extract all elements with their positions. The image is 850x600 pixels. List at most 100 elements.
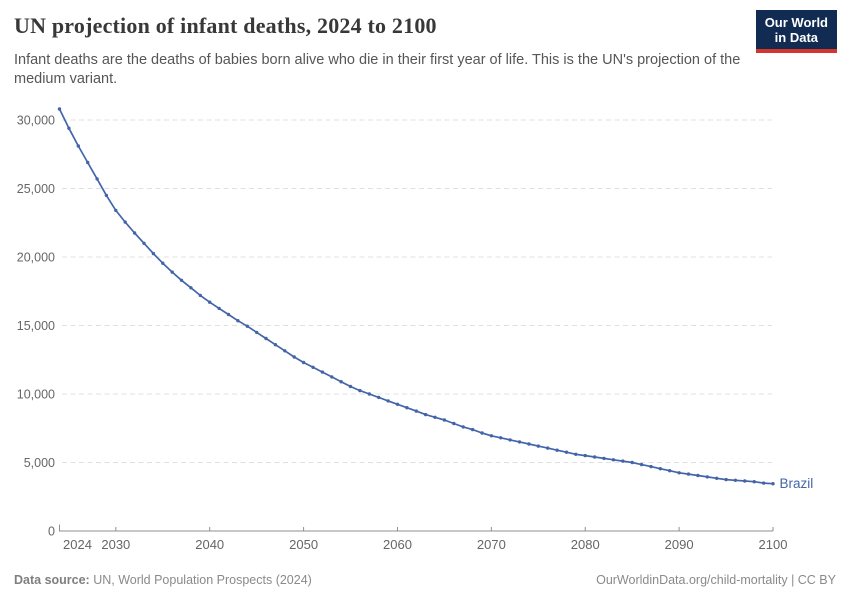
data-point [76,144,81,148]
data-point [677,471,681,475]
data-point [555,448,559,452]
data-line [58,108,774,485]
chart-subtitle: Infant deaths are the deaths of babies b… [14,52,741,87]
data-point [95,177,99,181]
data-point [255,330,259,335]
y-axis-label: 25,000 [17,182,55,196]
series-end-label: Brazil [780,476,814,491]
data-point [621,459,625,463]
data-point [583,453,587,458]
data-point [358,388,362,393]
data-point [208,300,212,304]
data-point [330,375,334,379]
data-point [236,319,240,323]
data-point [489,434,494,438]
data-point [179,278,184,282]
data-point [311,365,315,369]
data-point [508,438,512,442]
data-point [461,425,465,429]
y-axis-label: 5,000 [24,456,55,470]
data-point [377,395,381,400]
data-source: Data source: UN, World Population Prospe… [14,573,312,587]
data-point [705,475,709,479]
data-source-text: UN, World Population Prospects (2024) [89,573,312,587]
x-axis-label: 2030 [101,537,130,552]
x-axis-label: 2060 [383,537,412,552]
data-point [142,241,146,245]
x-axis-label: 2070 [477,537,506,552]
data-point [283,349,287,353]
data-point [132,231,137,235]
data-point [546,446,550,450]
data-point [151,251,156,256]
data-point [301,360,306,365]
data-point [696,473,700,478]
y-axis-label: 15,000 [17,319,55,333]
data-point [273,343,278,347]
data-point [104,193,109,198]
data-point [339,380,343,384]
data-point [611,458,616,462]
x-axis-label: 2024 [63,537,92,552]
owid-logo[interactable]: Our World in Data [755,10,837,53]
x-axis-label: 2050 [289,537,318,552]
data-point [348,384,353,389]
y-axis-label: 10,000 [17,388,55,402]
data-point [123,220,127,224]
data-point [564,450,569,454]
data-point [470,427,475,432]
x-axis-label: 2040 [195,537,224,552]
data-point [433,415,437,419]
data-point [423,412,428,417]
data-point [320,370,325,374]
data-point [658,467,662,471]
data-point [649,464,653,469]
x-axis-label: 2100 [759,537,788,552]
data-point [452,421,456,426]
y-axis-label: 30,000 [17,114,55,128]
data-point [367,392,371,396]
owid-logo-line1: Our World [764,15,828,30]
data-point [161,261,165,265]
data-point [761,481,766,485]
data-point [733,478,738,482]
data-point [630,460,634,465]
x-axis-line [59,524,773,532]
data-point [639,462,644,467]
data-point [189,286,193,290]
data-point [771,482,775,486]
data-point [724,477,728,482]
data-point [67,126,71,130]
data-point [527,442,531,446]
data-point [442,418,447,422]
data-point [405,406,409,410]
data-point [480,431,484,435]
data-point [114,208,118,213]
data-point [592,455,597,459]
data-point [668,469,672,473]
data-point [743,479,747,483]
y-axis-label: 0 [48,525,55,539]
data-point [386,399,390,403]
footer-link[interactable]: OurWorldinData.org/child-mortality | CC … [596,573,836,587]
data-point [715,476,719,480]
x-axis-label: 2090 [665,537,694,552]
data-point [602,456,606,461]
data-point [752,480,756,484]
chart-footer: Data source: UN, World Population Prospe… [0,571,850,587]
x-axis-label: 2080 [571,537,600,552]
data-point [245,324,249,328]
data-point [536,444,540,448]
data-point [292,355,296,359]
data-point [198,293,202,298]
data-point [395,402,400,406]
data-point [574,452,578,456]
owid-logo-line2: in Data [774,30,819,45]
data-source-label: Data source: [14,573,90,587]
data-point [217,306,221,311]
data-point [86,160,90,165]
chart-title: UN projection of infant deaths, 2024 to … [14,13,437,38]
y-axis-label: 20,000 [17,251,55,265]
